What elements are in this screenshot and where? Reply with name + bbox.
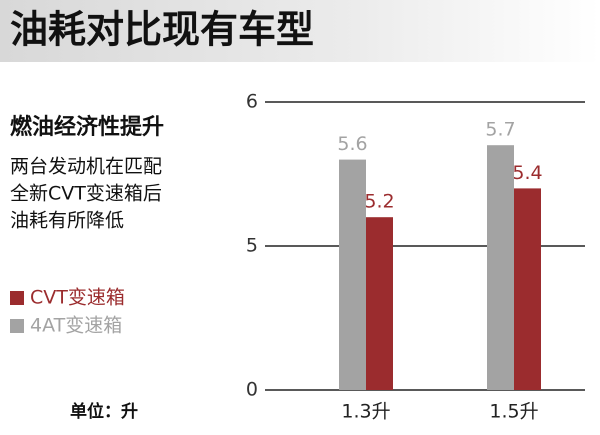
bar: [366, 217, 393, 390]
x-tick-label: 1.3升: [341, 401, 390, 423]
unit-label: 单位：升: [70, 401, 138, 422]
bar: [487, 145, 514, 390]
description: 油耗有所降低: [10, 210, 124, 232]
y-tick-label: 5: [246, 235, 258, 257]
x-tick-label: 1.5升: [489, 401, 538, 423]
legend-swatch: [10, 291, 24, 305]
chart-title: 油耗对比现有车型: [10, 8, 314, 52]
value-label: 5.2: [364, 191, 394, 213]
y-tick-label: 0: [246, 379, 258, 401]
title-banner: [0, 0, 600, 62]
subtitle: 燃油经济性提升: [10, 114, 164, 140]
description: 两台发动机在匹配: [10, 156, 162, 178]
description: 全新CVT变速箱后: [10, 183, 162, 205]
bar: [339, 159, 366, 390]
value-label: 5.6: [337, 133, 367, 155]
y-tick-label: 6: [246, 91, 258, 113]
legend-label: CVT变速箱: [30, 287, 125, 309]
legend-label: 4AT变速箱: [30, 315, 122, 337]
value-label: 5.4: [512, 162, 542, 184]
bar: [514, 188, 541, 390]
legend-swatch: [10, 319, 24, 333]
value-label: 5.7: [485, 119, 515, 141]
